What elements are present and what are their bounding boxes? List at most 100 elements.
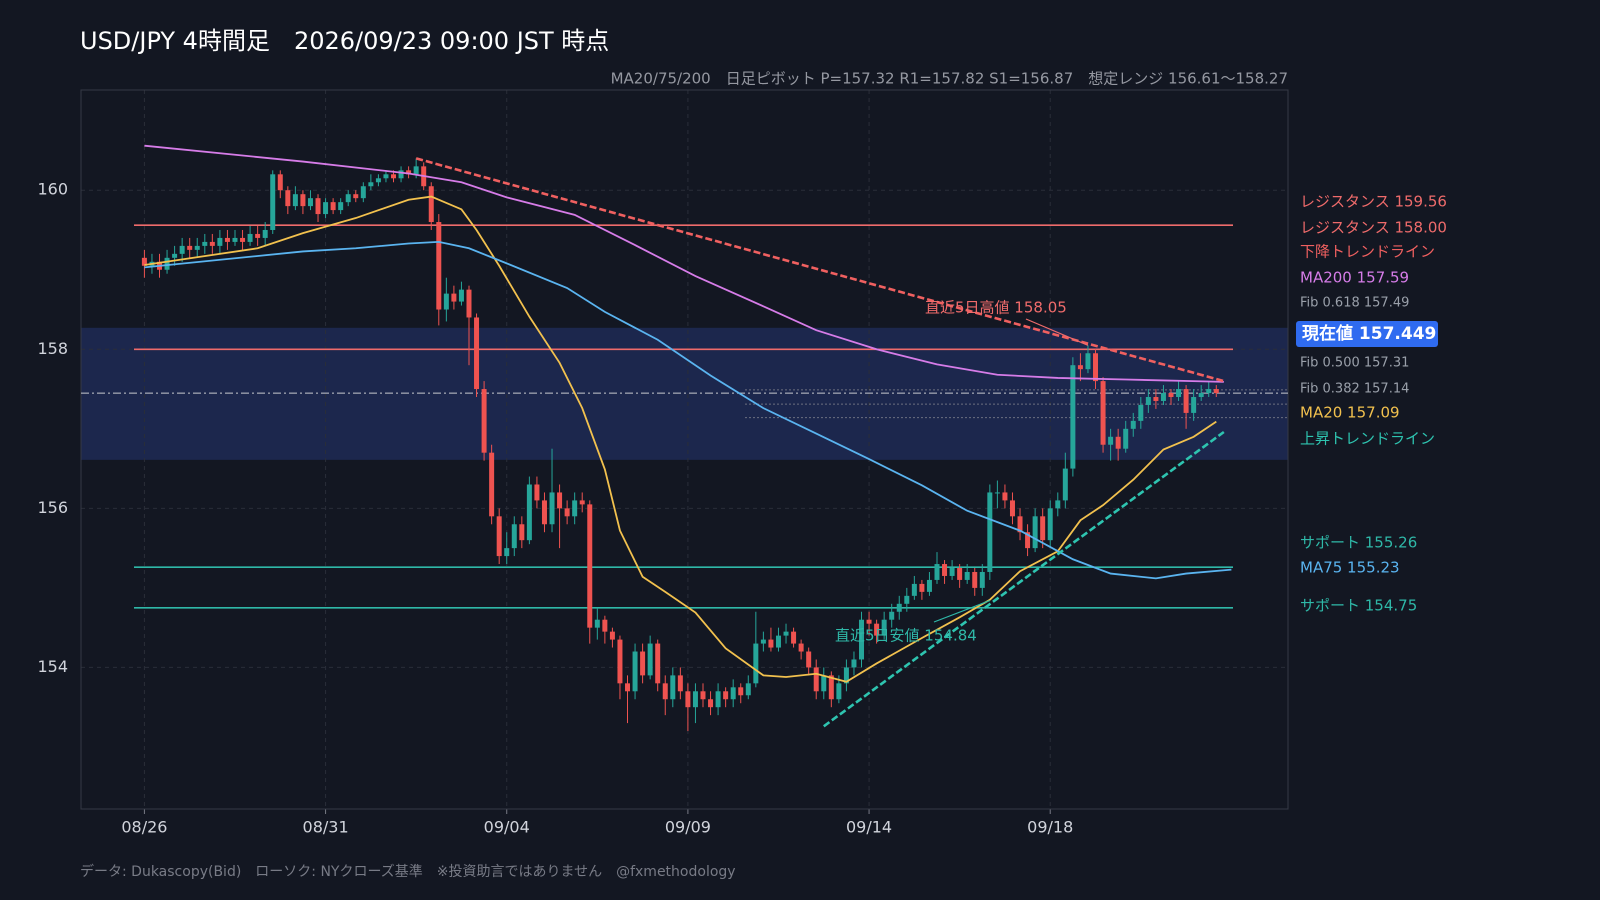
side-label: サポート 155.26 <box>1300 534 1417 552</box>
candle-body <box>549 492 555 525</box>
candle-body <box>655 643 661 684</box>
chart-title: USD/JPY 4時間足 2026/09/23 09:00 JST 時点 <box>80 27 609 55</box>
candle-body <box>526 484 532 541</box>
candle-body <box>753 643 759 684</box>
candle-body <box>843 667 849 684</box>
trendline <box>822 430 1225 728</box>
candle-body <box>775 635 781 648</box>
candle-body <box>640 651 646 676</box>
candle-body <box>1123 428 1129 449</box>
candle-body <box>972 571 978 588</box>
candle-body <box>677 675 683 692</box>
candle-body <box>1191 397 1197 413</box>
candle-body <box>255 233 261 238</box>
candle-body <box>783 631 789 636</box>
candle-body <box>458 289 464 302</box>
candle-body <box>632 651 638 692</box>
candle-body <box>813 667 819 692</box>
candle-body <box>270 174 276 230</box>
candle-body <box>564 508 570 517</box>
candle-body <box>979 571 985 588</box>
candle-body <box>1183 389 1189 413</box>
candle-body <box>202 241 208 246</box>
candle-body <box>519 524 525 541</box>
candle-body <box>292 194 298 207</box>
side-label: 下降トレンドライン <box>1300 243 1435 261</box>
candle-body <box>730 687 736 700</box>
annotation-arrow <box>1025 318 1089 346</box>
x-tick-label: 09/14 <box>846 818 892 837</box>
candle-body <box>1047 508 1053 541</box>
chart-subtitle: MA20/75/200 日足ピボット P=157.32 R1=157.82 S1… <box>611 70 1288 88</box>
y-tick-label: 156 <box>37 498 68 517</box>
candle-body <box>247 233 253 242</box>
candle-body <box>496 516 502 557</box>
candle-body <box>881 619 887 636</box>
candle-body <box>594 619 600 628</box>
candle-body <box>708 699 714 708</box>
candle-body <box>723 691 729 700</box>
candle-body <box>949 568 955 576</box>
candle-body <box>224 237 230 242</box>
candle-body <box>1213 389 1219 394</box>
x-tick-label: 09/09 <box>665 818 711 837</box>
candle-body <box>1138 404 1144 421</box>
candle-body <box>602 619 608 632</box>
candle-body <box>896 603 902 612</box>
candle-body <box>345 194 351 203</box>
candle-body <box>232 237 238 242</box>
candle-body <box>587 504 593 628</box>
candle-body <box>889 611 895 620</box>
candle-body <box>375 178 381 183</box>
candle-body <box>1115 436 1121 449</box>
side-label: レジスタンス 158.00 <box>1300 219 1447 237</box>
y-tick-label: 160 <box>37 180 68 199</box>
side-label: MA20 157.09 <box>1300 404 1400 422</box>
annotation-text: 直近5日安値 154.84 <box>835 627 977 645</box>
candle-body <box>391 174 397 179</box>
candle-body <box>1198 393 1204 398</box>
side-label: 上昇トレンドライン <box>1300 430 1435 448</box>
candle-body <box>768 639 774 648</box>
candle-body <box>489 452 495 517</box>
candle-body <box>338 202 344 211</box>
candle-body <box>1168 393 1174 398</box>
candle-body <box>579 500 585 505</box>
candle-body <box>874 623 880 636</box>
side-label: MA200 157.59 <box>1300 269 1409 287</box>
candle-body <box>443 293 449 310</box>
candle-body <box>1009 500 1015 517</box>
candle-body <box>141 257 147 266</box>
candle-body <box>791 631 797 644</box>
candle-body <box>685 691 691 708</box>
candle-body <box>745 683 751 696</box>
candle-body <box>911 583 917 596</box>
candle-body <box>919 583 925 592</box>
candle-body <box>715 691 721 708</box>
candle-body <box>194 245 200 250</box>
candle-body <box>1055 500 1061 509</box>
candle-body <box>836 683 842 700</box>
candle-body <box>1176 389 1182 398</box>
candle-body <box>504 548 510 557</box>
candle-body <box>625 683 631 692</box>
plot-frame <box>80 89 1289 810</box>
candle-body <box>1002 492 1008 501</box>
candle-body <box>1206 389 1212 394</box>
candle-body <box>957 568 963 580</box>
candle-body <box>904 595 910 604</box>
candle-body <box>692 691 698 708</box>
candle-body <box>964 571 970 580</box>
side-label: サポート 154.75 <box>1300 597 1417 615</box>
candle-body <box>1093 353 1099 382</box>
x-tick-label: 08/31 <box>303 818 349 837</box>
candle-body <box>987 492 993 572</box>
candle-body <box>300 194 306 207</box>
side-label: レジスタンス 159.56 <box>1300 193 1447 211</box>
candle-body <box>217 237 223 246</box>
candle-body <box>534 484 540 501</box>
candle-body <box>926 579 932 592</box>
candle-body <box>942 564 948 576</box>
current-price-box <box>1296 321 1438 347</box>
candle-body <box>451 293 457 302</box>
